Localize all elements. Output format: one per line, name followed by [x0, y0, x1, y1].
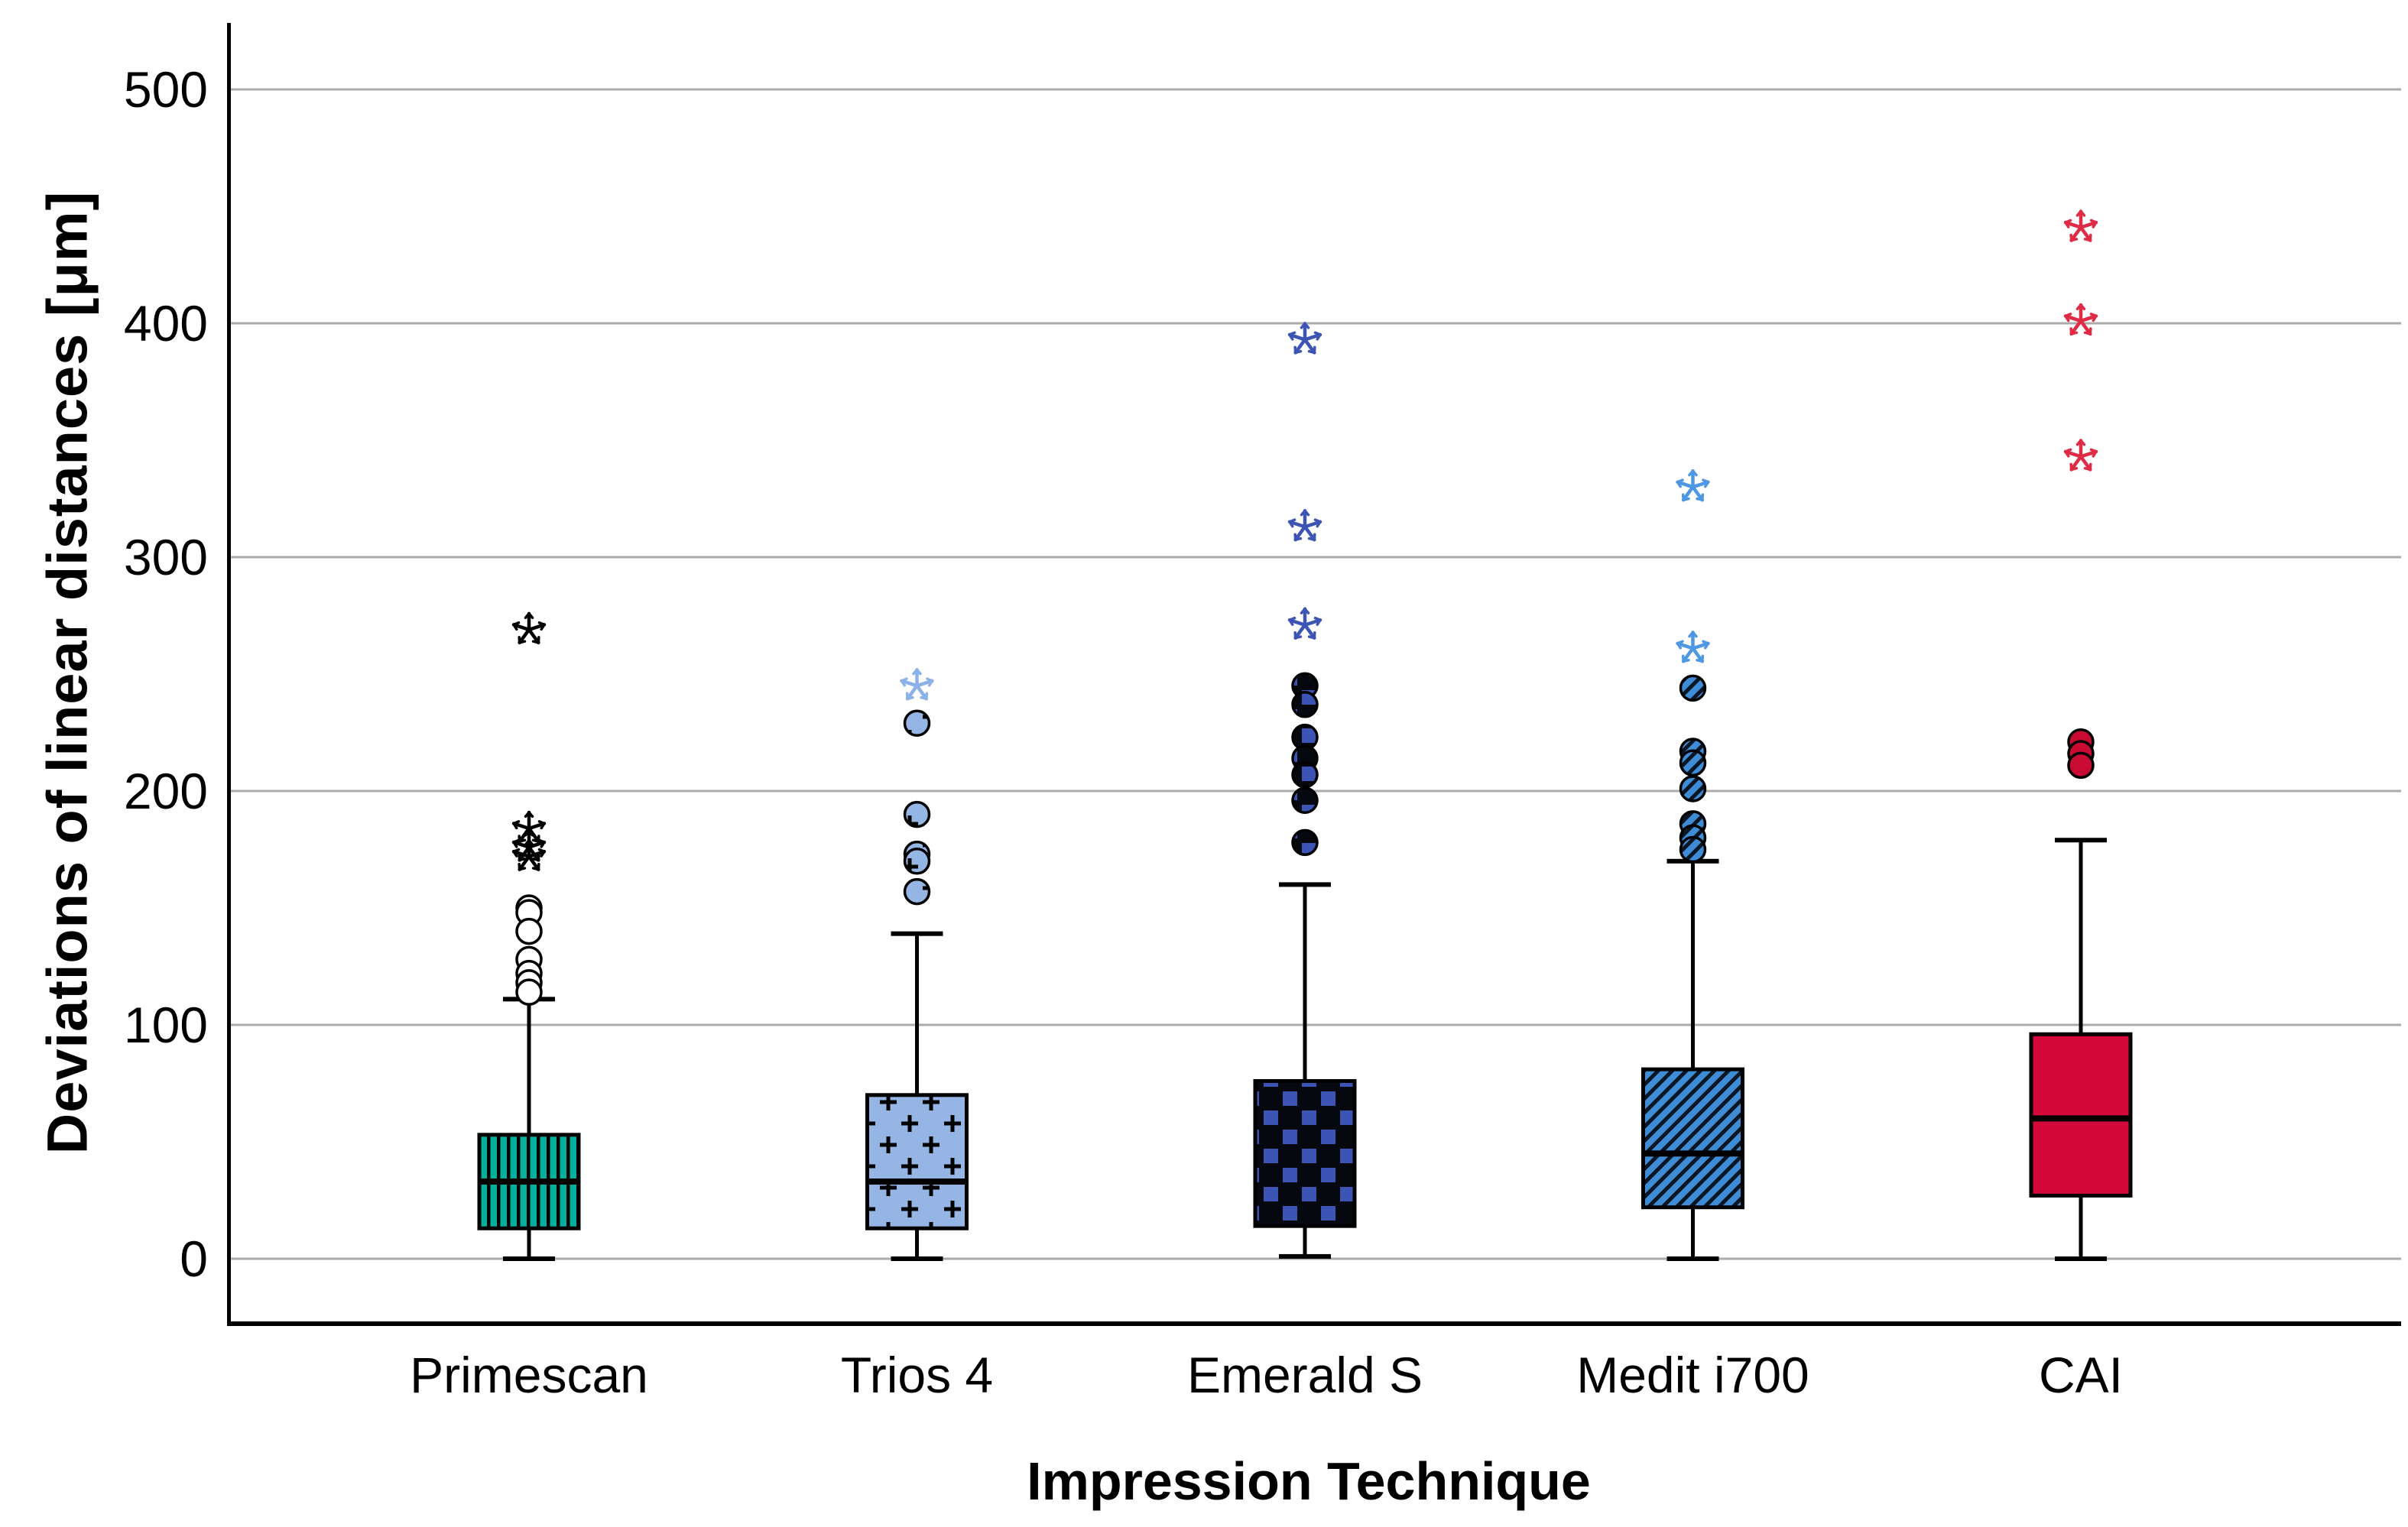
upper-whisker-cap	[1279, 882, 1331, 887]
gridline-200	[231, 789, 2401, 793]
y-tick-label-200: 200	[124, 763, 208, 819]
outlier-circle	[903, 800, 931, 828]
lower-whisker-cap	[891, 1256, 943, 1261]
x-axis-line	[227, 1321, 2401, 1326]
lower-whisker	[915, 1228, 919, 1259]
upper-whisker	[915, 933, 919, 1095]
outlier-star	[1287, 508, 1322, 542]
boxplot-cai	[2029, 209, 2133, 1261]
median-line	[1643, 1150, 1743, 1157]
outlier-circle	[1291, 786, 1319, 814]
upper-whisker	[2079, 840, 2083, 1035]
y-tick-label-300: 300	[124, 529, 208, 585]
x-category-label-emerald-s: Emerald S	[1187, 1347, 1423, 1403]
outlier-star	[511, 838, 547, 871]
outlier-circle	[515, 978, 543, 1006]
y-axis-title: Deviations of linear distances [μm]	[35, 190, 99, 1155]
outlier-star	[2063, 209, 2098, 242]
lower-whisker	[527, 1228, 531, 1259]
y-axis-line	[227, 23, 231, 1324]
upper-whisker	[1303, 884, 1307, 1081]
x-category-label-cai: CAI	[2039, 1347, 2123, 1403]
box	[865, 1093, 969, 1230]
median-line	[2031, 1115, 2131, 1122]
lower-whisker	[2079, 1195, 2083, 1259]
x-category-label-primescan: Primescan	[410, 1347, 648, 1403]
gridlines	[231, 88, 2401, 1260]
outlier-star	[1676, 468, 1710, 502]
y-tick-label-100: 100	[124, 997, 208, 1053]
outlier-circle	[903, 848, 931, 875]
median-line	[479, 1178, 579, 1185]
outlier-circle	[1291, 691, 1319, 718]
lower-whisker	[1303, 1226, 1307, 1256]
y-tick-label-0: 0	[180, 1230, 208, 1287]
lower-whisker-cap	[1279, 1253, 1331, 1259]
outlier-circle	[903, 877, 931, 906]
outlier-circle	[1291, 828, 1319, 857]
outlier-circle	[1679, 835, 1707, 864]
gridline-0	[231, 1257, 2401, 1260]
boxplot-emerald-s	[1253, 322, 1357, 1259]
boxplot-primescan	[477, 611, 581, 1261]
lower-whisker-cap	[2055, 1256, 2107, 1261]
outlier-circle	[2067, 751, 2095, 780]
gridline-400	[231, 322, 2401, 325]
box	[2029, 1032, 2133, 1198]
outlier-star	[1287, 607, 1322, 640]
y-tick-labels: 0 100 200 300 400 500	[124, 61, 208, 1287]
boxplot-trios-4	[865, 668, 969, 1261]
x-category-label-medit-i700: Medit i700	[1576, 1347, 1809, 1403]
gridline-500	[231, 88, 2401, 91]
lower-whisker	[1691, 1207, 1695, 1259]
outlier-circle	[1679, 674, 1707, 702]
outlier-circle	[515, 917, 543, 945]
outlier-circle	[903, 709, 931, 738]
outlier-star	[1287, 322, 1322, 355]
box	[1641, 1067, 1744, 1210]
upper-whisker	[1691, 861, 1695, 1070]
boxplot-medit-i700	[1641, 468, 1744, 1261]
outlier-star	[2063, 303, 2098, 336]
outlier-star	[511, 611, 547, 645]
y-tick-label-400: 400	[124, 295, 208, 352]
y-tick-label-500: 500	[124, 61, 208, 118]
box	[1253, 1078, 1357, 1228]
outlier-circle	[1291, 760, 1319, 789]
outlier-star	[900, 668, 934, 701]
outlier-circle	[1679, 775, 1707, 802]
x-category-label-trios-4: Trios 4	[841, 1347, 993, 1403]
outlier-circle	[1679, 749, 1707, 777]
outlier-star	[1676, 631, 1710, 663]
lower-whisker-cap	[503, 1256, 555, 1261]
upper-whisker-cap	[891, 931, 943, 936]
lower-whisker-cap	[1666, 1256, 1719, 1261]
upper-whisker	[527, 999, 531, 1135]
upper-whisker-cap	[2055, 838, 2107, 843]
x-axis-title: Impression Technique	[1027, 1451, 1591, 1511]
gridline-100	[231, 1023, 2401, 1026]
outlier-star	[2063, 439, 2098, 472]
median-line	[867, 1178, 967, 1185]
gridline-300	[231, 556, 2401, 559]
x-category-labels: Primescan Trios 4 Emerald S Medit i700 CAI	[410, 1347, 2123, 1403]
